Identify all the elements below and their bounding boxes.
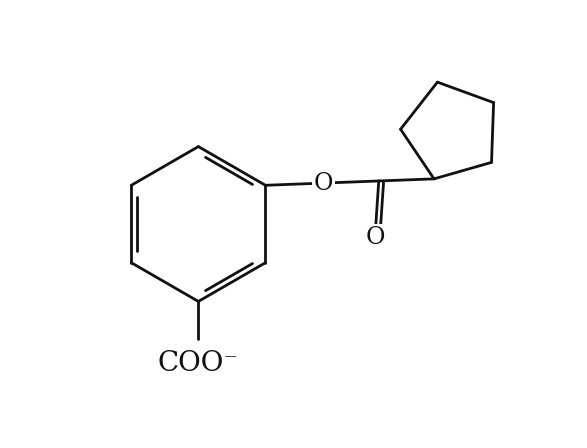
Text: O: O bbox=[366, 225, 385, 249]
Text: O: O bbox=[313, 172, 333, 194]
Text: COO⁻: COO⁻ bbox=[158, 350, 239, 377]
